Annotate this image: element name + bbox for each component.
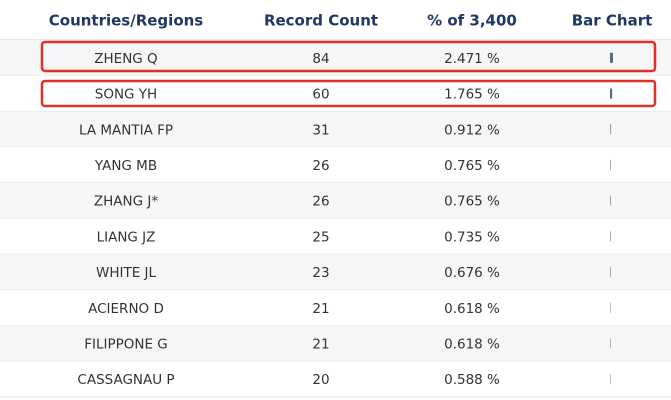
count-cell: 20 (312, 372, 329, 388)
bar (610, 302, 611, 313)
row-background (0, 182, 671, 219)
name-cell: ACIERNO D (88, 301, 164, 317)
bar (610, 338, 611, 349)
column-header: Record Count (264, 12, 378, 30)
count-cell: 25 (312, 229, 329, 245)
column-header: % of 3,400 (427, 12, 517, 30)
row-background (0, 147, 671, 183)
percent-cell: 0.912 % (444, 122, 500, 138)
percent-cell: 0.735 % (444, 229, 500, 245)
row-background (0, 254, 671, 290)
column-header: Countries/Regions (49, 12, 204, 30)
row-background (0, 361, 671, 397)
count-cell: 21 (312, 336, 329, 352)
count-cell: 23 (312, 265, 329, 281)
percent-cell: 0.765 % (444, 158, 500, 174)
name-cell: WHITE JL (96, 265, 157, 281)
name-cell: YANG MB (94, 158, 157, 174)
name-cell: CASSAGNAU P (77, 372, 174, 388)
row-background (0, 289, 671, 326)
count-cell: 26 (312, 158, 329, 174)
count-cell: 21 (312, 301, 329, 317)
column-header: Bar Chart (572, 12, 653, 30)
name-cell: FILIPPONE G (84, 336, 168, 352)
percent-cell: 0.618 % (444, 336, 500, 352)
bar (610, 195, 611, 206)
count-cell: 31 (312, 122, 329, 138)
highlight-box (40, 40, 657, 73)
percent-cell: 1.765 % (444, 87, 500, 103)
count-cell: 60 (312, 87, 329, 103)
bar (610, 159, 611, 170)
name-cell: ZHANG J* (94, 194, 158, 210)
percent-cell: 0.676 % (444, 265, 500, 281)
bar (610, 374, 611, 385)
count-cell: 84 (312, 51, 329, 67)
percent-cell: 0.765 % (444, 194, 500, 210)
name-cell: LA MANTIA FP (79, 122, 173, 138)
bar (610, 88, 613, 99)
percent-cell: 0.618 % (444, 301, 500, 317)
bar (610, 52, 613, 63)
name-cell: SONG YH (95, 87, 157, 103)
bar (610, 267, 611, 278)
percent-cell: 0.588 % (444, 372, 500, 388)
percent-cell: 2.471 % (444, 51, 500, 67)
name-cell: LIANG JZ (97, 229, 156, 245)
bar (610, 231, 611, 242)
name-cell: ZHENG Q (94, 51, 157, 67)
row-background (0, 325, 671, 362)
row-background (0, 218, 671, 255)
count-cell: 26 (312, 194, 329, 210)
bar (610, 124, 612, 135)
highlight-box (40, 79, 657, 108)
row-background (0, 111, 671, 148)
